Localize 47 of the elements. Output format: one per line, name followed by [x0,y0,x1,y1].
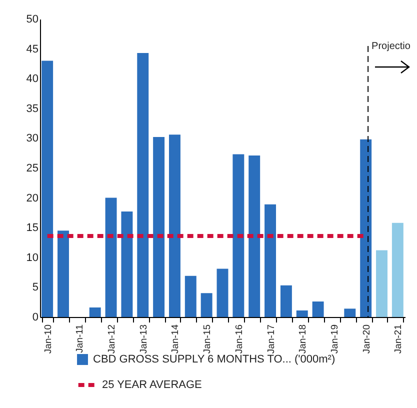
x-tick-label: Jan-12 [106,324,118,354]
y-tick-label: 50 [26,14,38,26]
bar [216,268,228,317]
legend-label: 25 YEAR AVERAGE [102,379,202,391]
bar [89,307,101,317]
x-tick-label: Jan-14 [170,324,182,354]
y-tick-label: 0 [32,312,38,324]
y-tick-label: 25 [26,162,38,174]
bar [200,293,212,317]
y-tick-label: 20 [26,192,38,204]
bar [58,230,69,317]
bar [248,155,260,317]
x-tick-label: Jan-20 [361,324,372,354]
bar [42,60,54,317]
x-tick-label: Jan-13 [138,324,150,354]
bar [232,154,244,317]
bar [264,204,276,317]
x-tick-label: Jan-19 [329,324,340,354]
bar [376,250,388,317]
y-tick-label: 5 [32,282,38,294]
bar [280,285,292,317]
bar [344,308,356,317]
bar [296,310,308,317]
bar [312,302,324,317]
y-tick-label: 45 [26,43,38,56]
y-tick-label: 10 [26,252,38,264]
bar [121,212,133,317]
y-tick-label: 15 [26,222,38,234]
bar [153,137,165,317]
x-tick-label: Jan-15 [202,324,214,354]
bar [184,276,196,317]
x-tick-label: Jan-11 [74,324,86,353]
x-tick-label: Jan-16 [234,324,245,354]
ref-line-label: Projectio [372,41,411,52]
bar [105,198,117,317]
x-tick-label: Jan-10 [42,324,54,354]
x-tick-label: Jan-21 [393,324,404,354]
bar [137,52,149,317]
y-tick-label: 30 [26,132,38,145]
bar [392,222,404,317]
x-tick-label: Jan-18 [298,324,309,354]
legend-label: CBD GROSS SUPPLY 6 MONTHS TO... ('000m²) [93,354,336,366]
x-tick-label: Jan-17 [266,324,277,354]
bar [168,134,180,317]
y-tick-label: 40 [26,73,38,86]
y-tick-label: 35 [26,102,38,115]
bar [360,139,372,317]
